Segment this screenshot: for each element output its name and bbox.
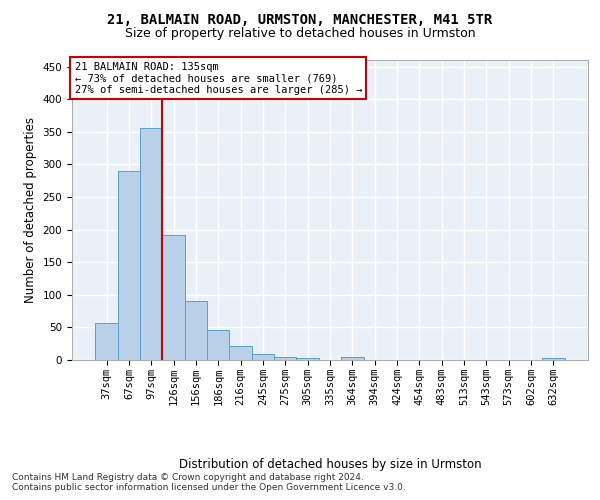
Bar: [140, 128, 163, 360]
Text: 21 BALMAIN ROAD: 135sqm
← 73% of detached houses are smaller (769)
27% of semi-d: 21 BALMAIN ROAD: 135sqm ← 73% of detache…: [74, 62, 362, 94]
Bar: [274, 358, 296, 360]
Text: Contains HM Land Registry data © Crown copyright and database right 2024.
Contai: Contains HM Land Registry data © Crown c…: [12, 472, 406, 492]
Bar: [207, 330, 229, 360]
Bar: [95, 323, 118, 360]
Bar: [163, 235, 185, 360]
X-axis label: Distribution of detached houses by size in Urmston: Distribution of detached houses by size …: [179, 458, 481, 471]
Text: Size of property relative to detached houses in Urmston: Size of property relative to detached ho…: [125, 28, 475, 40]
Text: 21, BALMAIN ROAD, URMSTON, MANCHESTER, M41 5TR: 21, BALMAIN ROAD, URMSTON, MANCHESTER, M…: [107, 12, 493, 26]
Bar: [185, 302, 207, 360]
Bar: [229, 346, 252, 360]
Y-axis label: Number of detached properties: Number of detached properties: [24, 117, 37, 303]
Bar: [542, 358, 565, 360]
Bar: [341, 358, 364, 360]
Bar: [296, 358, 319, 360]
Bar: [118, 171, 140, 360]
Bar: [252, 354, 274, 360]
